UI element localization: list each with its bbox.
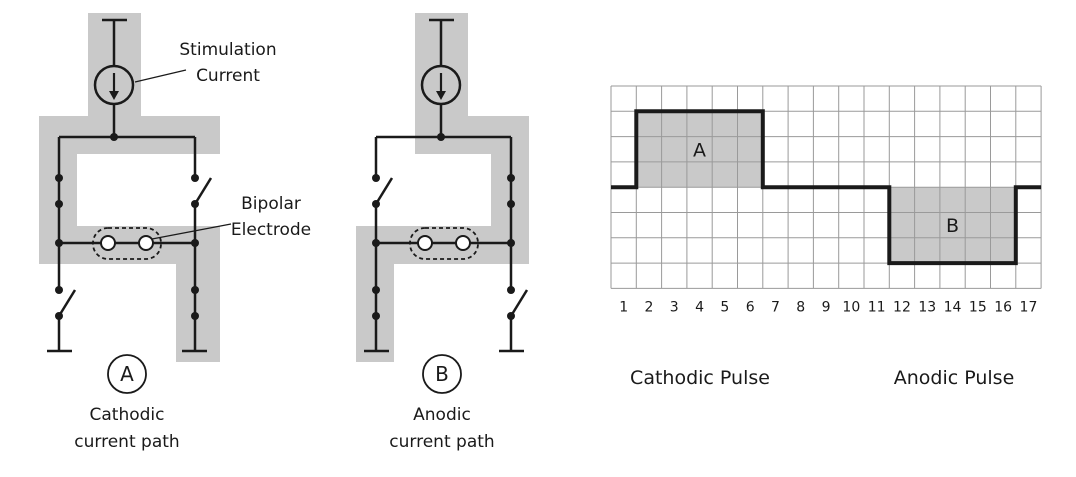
caption-b-line1: Anodic bbox=[413, 405, 471, 425]
chart-shaded-regions bbox=[636, 111, 1016, 264]
stimulation-label-line1: Stimulation bbox=[179, 40, 276, 60]
x-tick-label: 11 bbox=[868, 299, 886, 315]
cathodic-pulse-label: Cathodic Pulse bbox=[630, 367, 770, 389]
region-label-a: A bbox=[693, 139, 706, 161]
pulse-chart: AB 1 2 3 4 5 6 7 8 9 10 11 12 13 14 15 16 17 Cathodic Pu… bbox=[610, 85, 1042, 389]
badge-a-label: A bbox=[120, 362, 134, 386]
x-tick-label: 5 bbox=[720, 299, 729, 315]
chart-line-layer bbox=[611, 109, 1042, 266]
electrode-leader-line bbox=[151, 223, 232, 240]
shaded-region-b bbox=[889, 187, 1016, 264]
x-tick-label: 9 bbox=[822, 299, 831, 315]
stimulation-label-line2: Current bbox=[196, 66, 260, 86]
x-tick-label: 1 bbox=[619, 299, 628, 315]
x-tick-label: 14 bbox=[944, 299, 962, 315]
badge-a-circle bbox=[107, 354, 147, 394]
x-tick-label: 3 bbox=[670, 299, 679, 315]
badge-b-label: B bbox=[435, 362, 449, 386]
circuit-b-wires bbox=[364, 18, 529, 353]
pulse-waveform-line bbox=[611, 109, 1042, 266]
circuit-a-junction-dots bbox=[55, 133, 199, 320]
x-tick-label: 7 bbox=[771, 299, 780, 315]
x-tick-label: 17 bbox=[1020, 299, 1038, 315]
electrode-label-line2: Electrode bbox=[231, 220, 311, 240]
caption-b-line2: current path bbox=[389, 432, 494, 452]
x-tick-label: 4 bbox=[695, 299, 704, 315]
bipolar-electrode-b-icon bbox=[409, 227, 479, 260]
circuit-b-junction-dots bbox=[372, 133, 515, 320]
current-source-a-icon bbox=[93, 64, 135, 106]
bipolar-electrode-a-icon bbox=[92, 227, 162, 260]
x-tick-label: 12 bbox=[893, 299, 911, 315]
electrode-label-line1: Bipolar bbox=[241, 194, 301, 214]
x-tick-label: 15 bbox=[969, 299, 987, 315]
region-label-b: B bbox=[946, 215, 959, 237]
current-source-b-icon bbox=[420, 64, 462, 106]
circuit-a-wires bbox=[47, 18, 213, 353]
caption-a-line2: current path bbox=[74, 432, 179, 452]
chart-region-labels: AB bbox=[693, 139, 959, 237]
x-tick-label: 8 bbox=[796, 299, 805, 315]
stimulation-leader-line bbox=[134, 69, 187, 83]
x-tick-label: 6 bbox=[746, 299, 755, 315]
badge-b-circle bbox=[422, 354, 462, 394]
circuit-a-gap bbox=[77, 154, 176, 226]
shaded-region-a bbox=[636, 111, 763, 188]
x-tick-label: 10 bbox=[842, 299, 860, 315]
anodic-pulse-label: Anodic Pulse bbox=[894, 367, 1015, 389]
x-tick-label: 2 bbox=[644, 299, 653, 315]
circuit-a: Stimulation Current Bipolar Electrode A … bbox=[39, 13, 311, 452]
caption-a-line1: Cathodic bbox=[90, 405, 165, 425]
x-tick-label: 16 bbox=[994, 299, 1012, 315]
chart-tick-labels: 1 2 3 4 5 6 7 8 9 10 11 12 13 14 15 16 17 bbox=[619, 299, 1037, 315]
circuit-b: B Anodic current path bbox=[356, 13, 529, 452]
x-tick-label: 13 bbox=[918, 299, 936, 315]
